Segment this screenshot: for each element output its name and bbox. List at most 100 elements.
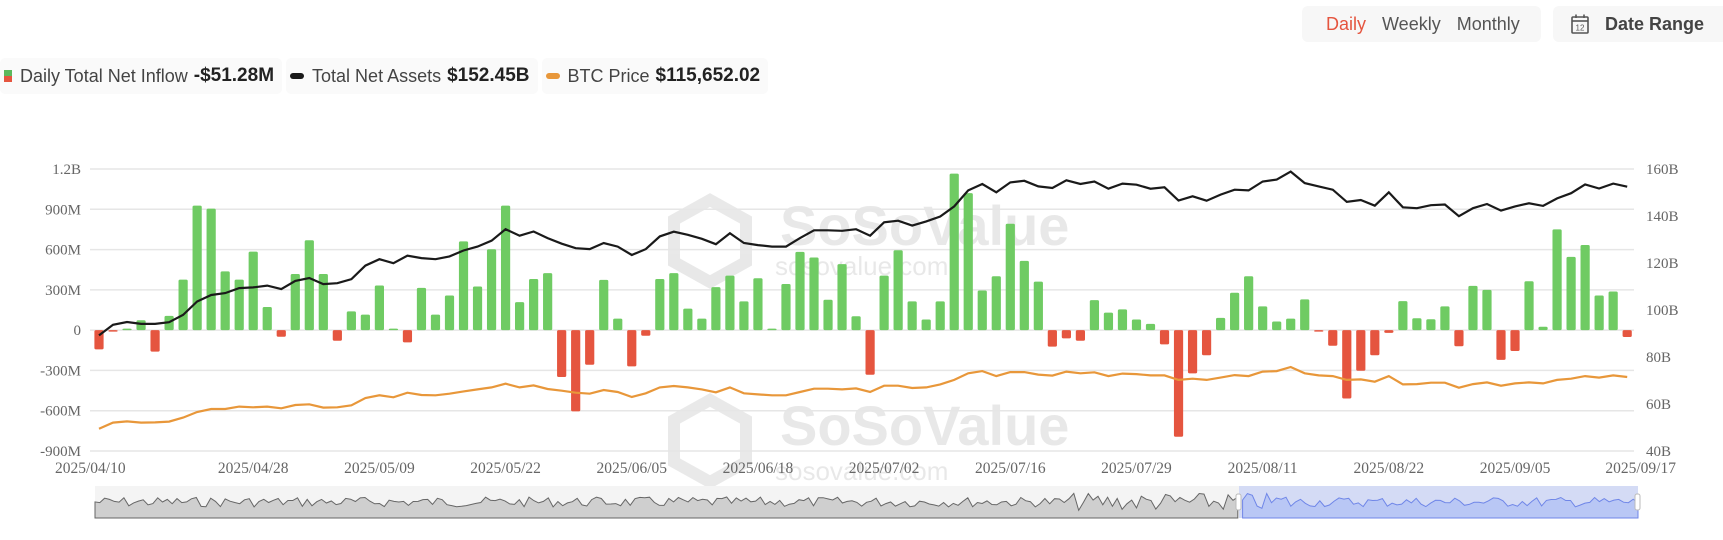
inflow-bar [809, 257, 819, 331]
x-axis-tick: 2025/06/05 [596, 460, 667, 477]
navigator-series-area [94, 492, 1239, 519]
inflow-bar [1117, 309, 1128, 331]
x-axis-tick: 2025/07/02 [849, 460, 920, 477]
left-axis-tick: 300M [45, 283, 81, 299]
inflow-bar [1566, 256, 1576, 331]
inflow-bar [1482, 289, 1492, 331]
right-axis-tick: 140B [1646, 209, 1679, 225]
calendar-day: 12 [1576, 24, 1585, 33]
legend-label: BTC Price [567, 65, 650, 86]
inflow-bar [1328, 330, 1338, 346]
inflow-bar [963, 193, 973, 331]
inflow-bar [1594, 295, 1604, 331]
x-axis-tick: 2025/09/17 [1605, 460, 1676, 477]
inflow-bar [346, 311, 356, 331]
inflow-bar [1033, 281, 1043, 331]
inflow-bar [851, 316, 861, 331]
inflow-bar [935, 301, 945, 331]
period-daily[interactable]: Daily [1326, 13, 1367, 34]
legend-item-net-inflow[interactable]: Daily Total Net Inflow -$51.28M [0, 58, 283, 94]
inflow-bar [1145, 323, 1156, 331]
date-range-label: Date Range [1605, 13, 1705, 34]
inflow-bar [1580, 245, 1590, 331]
inflow-bar [1216, 317, 1226, 331]
inflow-bar [1370, 330, 1380, 356]
inflow-bar [1258, 306, 1268, 331]
inflow-bar [1356, 330, 1366, 371]
date-range-button[interactable]: 12 Date Range [1553, 6, 1723, 42]
inflow-bar [458, 241, 469, 331]
inflow-bar [262, 307, 272, 331]
legend-item-net-assets[interactable]: Total Net Assets $152.45B [286, 58, 538, 94]
navigator-selected-area [1242, 492, 1639, 519]
inflow-bar [1552, 229, 1562, 331]
legend-label: Total Net Assets [312, 65, 442, 86]
x-axis-tick: 2025/07/16 [975, 460, 1046, 477]
inflow-bar [1412, 318, 1422, 331]
period-monthly[interactable]: Monthly [1456, 13, 1520, 34]
inflow-bar [585, 330, 595, 365]
inflow-bar [430, 314, 441, 331]
inflow-bar [893, 250, 903, 331]
inflow-bar [360, 314, 370, 331]
left-axis-tick: 600M [45, 243, 81, 259]
inflow-bar [1300, 299, 1310, 331]
inflow-bar [234, 279, 244, 331]
period-toggle: Daily Weekly Monthly [1302, 6, 1541, 42]
x-axis-tick: 2025/04/28 [218, 460, 289, 477]
navigator-left-handle[interactable] [1235, 493, 1242, 511]
inflow-bar [1061, 330, 1071, 339]
x-axis-tick: 2025/05/09 [344, 460, 415, 477]
inflow-bar [220, 271, 230, 331]
inflow-bar [907, 301, 917, 331]
inflow-bar [739, 301, 749, 331]
inflow-bar [571, 330, 581, 412]
inflow-bar [1342, 330, 1352, 399]
inflow-bar [1187, 330, 1198, 374]
inflow-bar [150, 330, 160, 352]
inflow-swatch-icon [4, 70, 12, 82]
legend-item-btc-price[interactable]: BTC Price $115,652.02 [541, 58, 769, 94]
inflow-bar [332, 330, 342, 341]
inflow-bar [108, 330, 118, 332]
inflow-bar [192, 205, 202, 331]
inflow-bar [248, 251, 258, 331]
inflow-bar [122, 328, 132, 331]
left-axis-tick: -600M [40, 404, 81, 420]
inflow-bar [1159, 330, 1170, 345]
inflow-bar [1398, 301, 1408, 331]
right-axis-tick: 100B [1646, 303, 1679, 319]
inflow-bar [949, 173, 959, 331]
period-weekly[interactable]: Weekly [1382, 13, 1441, 34]
legend: Daily Total Net Inflow -$51.28M Total Ne… [0, 58, 769, 94]
inflow-bar [1314, 330, 1324, 332]
inflow-bar [1524, 281, 1534, 331]
inflow-bar [486, 249, 497, 331]
navigator-right-handle[interactable] [1634, 493, 1641, 511]
inflow-bar [472, 286, 483, 331]
inflow-bar [515, 302, 525, 331]
inflow-bar [1075, 330, 1085, 341]
inflow-bar [767, 328, 777, 331]
inflow-bar [669, 273, 679, 331]
legend-value: $115,652.02 [655, 65, 761, 86]
svg-text:sosovalue.com: sosovalue.com [775, 456, 948, 486]
inflow-bar [599, 279, 609, 331]
inflow-bar [795, 251, 805, 331]
left-axis-tick: -900M [40, 444, 81, 460]
inflow-bar [683, 308, 693, 331]
inflow-bar [318, 274, 328, 331]
right-axis-tick: 40B [1646, 444, 1671, 460]
inflow-bar [1286, 318, 1296, 331]
inflow-bar [1201, 330, 1212, 356]
inflow-bar [290, 274, 300, 331]
inflow-bar [655, 278, 665, 331]
inflow-bar [711, 287, 721, 331]
inflow-bar [1173, 330, 1184, 437]
inflow-bar [1384, 330, 1394, 333]
inflow-bar [977, 290, 987, 331]
inflow-bar [1510, 330, 1520, 351]
right-axis-tick: 80B [1646, 350, 1671, 366]
inflow-bar [276, 330, 286, 337]
